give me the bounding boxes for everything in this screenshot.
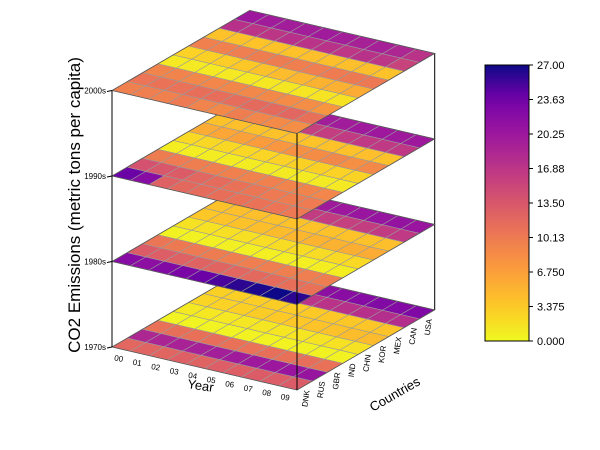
z-tick-label: 1970s [84, 343, 106, 352]
colorbar-tick-label: 16.88 [537, 164, 565, 176]
y-tick-label: KOR [377, 345, 388, 364]
colorbar-tick-label: 20.25 [537, 129, 565, 141]
x-tick-label: 02 [151, 362, 162, 373]
z-tick-label: 2000s [84, 87, 106, 96]
layer-outline [110, 95, 436, 220]
colorbar-tick-label: 0.000 [537, 336, 565, 348]
colorbar: 0.000 3.375 6.750 10.13 13.50 16.88 20.25 23.63… [484, 60, 565, 348]
x-tick-label: 06 [225, 379, 236, 390]
x-tick-label: 00 [114, 353, 125, 364]
z-tick-label: 1980s [84, 258, 106, 267]
colorbar-tick-label: 13.50 [537, 198, 565, 210]
layer-outline [110, 9, 436, 134]
colorbar-tick-label: 27.00 [537, 60, 565, 72]
layer-2000s [110, 9, 436, 134]
heatmap-layers [110, 9, 436, 391]
colorbar-ticks: 0.000 3.375 6.750 10.13 13.50 16.88 20.25 23.63… [529, 60, 565, 348]
y-axis-title: Countries [367, 373, 423, 414]
x-tick-label: 07 [243, 384, 254, 395]
x-tick-label: 04 [188, 371, 199, 382]
y-tick-label: MEX [392, 336, 403, 355]
y-tick-label: RUS [316, 381, 327, 399]
z-tick-mark [106, 90, 113, 92]
x-tick-label: 01 [132, 358, 143, 369]
y-tick-label: CHN [362, 354, 373, 373]
colorbar-gradient [484, 64, 530, 342]
y-tick-label: GBR [331, 372, 342, 391]
colorbar-tick-label: 6.750 [537, 267, 565, 279]
x-tick-label: 09 [280, 392, 291, 403]
z-tick-mark [106, 346, 113, 349]
x-axis-title: Year [187, 376, 216, 395]
x-tick-label: 08 [262, 388, 273, 399]
x-tick-label: 05 [206, 375, 217, 386]
colorbar-tick-label: 3.375 [537, 302, 565, 314]
colorbar-tick-label: 23.63 [537, 95, 565, 107]
y-tick-label: CAN [407, 327, 418, 345]
x-tick-label: 03 [169, 366, 180, 377]
z-tick-label: 1990s [84, 172, 106, 181]
layer-outline [110, 266, 436, 391]
z-tick-mark [106, 175, 113, 178]
z-tick-mark [106, 261, 113, 263]
layer-outline [110, 180, 436, 305]
z-axis-title: CO2 Emissions (metric tons per capita) [65, 57, 84, 353]
y-tick-label: DNK [300, 389, 311, 408]
colorbar-tick-label: 10.13 [537, 233, 565, 245]
y-tick-label: USA [423, 318, 434, 336]
y-tick-label: IND [347, 363, 358, 378]
layer-1980s [110, 180, 436, 305]
axis-ticks: 1970s 1980s 1990s 2000s 00 01 02 03 04 05 06 07 08 09… [84, 87, 434, 408]
plot-frame-front [111, 90, 298, 390]
